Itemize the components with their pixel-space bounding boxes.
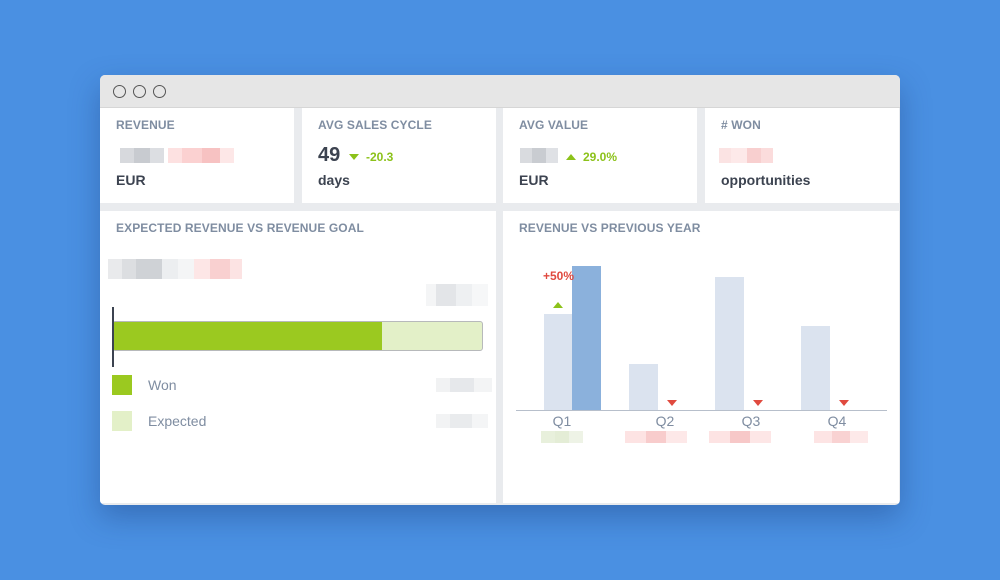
panel-title: REVENUE VS PREVIOUS YEAR (519, 221, 701, 235)
goal-start-marker (112, 307, 114, 367)
close-window-control[interactable] (113, 85, 126, 98)
redacted-value (719, 148, 773, 163)
kpi-label: AVG VALUE (519, 118, 589, 132)
bar-previous-year-q4[interactable] (801, 326, 830, 410)
redacted-goal (426, 284, 488, 306)
browser-window: REVENUE EUR AVG SALES CYCLE 49 -20.3 day… (100, 75, 900, 505)
trend-down-icon (349, 154, 359, 160)
x-tick-label: Q2 (655, 413, 675, 429)
redacted-quarter-value (814, 431, 868, 443)
kpi-label: REVENUE (116, 118, 175, 132)
won-legend-swatch (112, 375, 132, 395)
won-progress-fill (113, 322, 383, 350)
x-tick-label: Q3 (741, 413, 761, 429)
bar-current-year-q1[interactable] (572, 265, 601, 410)
redacted-value (520, 148, 558, 163)
kpi-card-avg-sales-cycle[interactable]: AVG SALES CYCLE 49 -20.3 days (302, 108, 496, 203)
window-titlebar (100, 75, 900, 108)
redacted-delta (168, 148, 234, 163)
kpi-label: # WON (721, 118, 761, 132)
goal-progress-bar[interactable] (112, 321, 483, 351)
kpi-unit: EUR (519, 172, 549, 188)
kpi-unit: days (318, 172, 350, 188)
panel-revenue-vs-previous-year: REVENUE VS PREVIOUS YEAR Q1 Q2 Q3 Q4 +50% (503, 211, 899, 503)
expected-legend-label: Expected (148, 413, 207, 429)
bar-previous-year-q1[interactable] (544, 313, 573, 410)
maximize-window-control[interactable] (153, 85, 166, 98)
x-axis-line (516, 410, 887, 411)
redacted-value (120, 148, 164, 163)
kpi-delta: -20.3 (349, 150, 393, 164)
won-legend-label: Won (148, 377, 177, 393)
panel-title: EXPECTED REVENUE VS REVENUE GOAL (116, 221, 364, 235)
decrease-marker-icon (667, 400, 677, 406)
increase-marker-icon (553, 301, 563, 308)
revenue-yoy-chart: Q1 Q2 Q3 Q4 +50% (503, 211, 899, 501)
kpi-unit: opportunities (721, 172, 811, 188)
redacted-expected-amount (436, 414, 488, 428)
expected-legend-swatch (112, 411, 132, 431)
kpi-delta-value: 29.0% (583, 150, 618, 164)
kpi-delta: 29.0% (566, 150, 617, 164)
x-tick-label: Q4 (827, 413, 847, 429)
kpi-card-revenue[interactable]: REVENUE EUR (100, 108, 294, 203)
q1-growth-label: +50% (543, 269, 575, 283)
redacted-quarter-value (709, 431, 771, 443)
redacted-quarter-value (625, 431, 687, 443)
x-tick-label: Q1 (552, 413, 572, 429)
decrease-marker-icon (839, 400, 849, 406)
redacted-quarter-value (541, 431, 583, 443)
bar-previous-year-q2[interactable] (629, 363, 658, 410)
kpi-value: 49 (318, 144, 341, 166)
redacted-won-amount (436, 378, 492, 392)
kpi-unit: EUR (116, 172, 146, 188)
minimize-window-control[interactable] (133, 85, 146, 98)
bar-previous-year-q3[interactable] (715, 277, 744, 410)
kpi-label: AVG SALES CYCLE (318, 118, 432, 132)
decrease-marker-icon (753, 400, 763, 406)
kpi-delta-value: -20.3 (366, 150, 394, 164)
trend-up-icon (566, 154, 576, 160)
panel-revenue-goal: EXPECTED REVENUE VS REVENUE GOAL Won Exp… (100, 211, 496, 503)
kpi-card-avg-value[interactable]: AVG VALUE 29.0% EUR (503, 108, 697, 203)
kpi-card-won[interactable]: # WON opportunities (705, 108, 899, 203)
redacted-total (108, 259, 242, 279)
